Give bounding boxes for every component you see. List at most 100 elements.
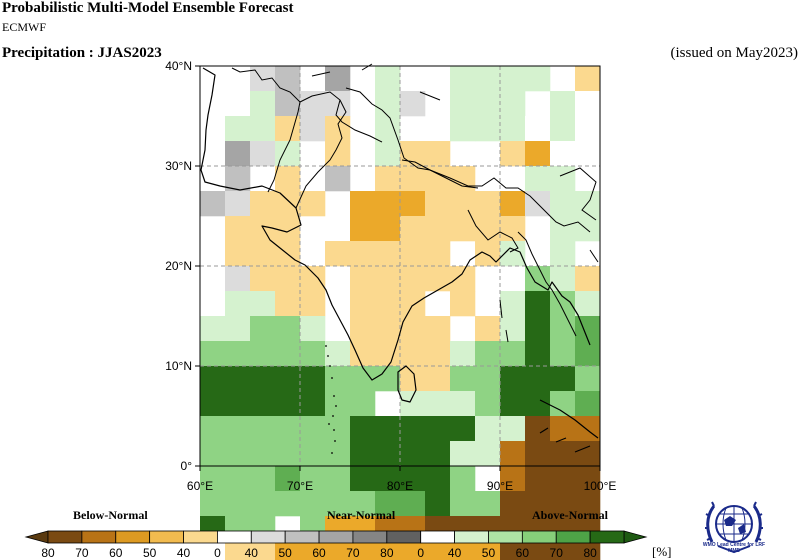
- forecast-cell: [250, 441, 276, 467]
- forecast-cell: [300, 541, 326, 560]
- forecast-cell: [525, 291, 551, 317]
- forecast-cell: [500, 491, 526, 517]
- forecast-cell: [500, 541, 526, 560]
- forecast-cell: [275, 391, 301, 417]
- forecast-cell: [400, 341, 426, 367]
- logo-caption: WMO Lead Centre for LRF MME: [702, 542, 766, 554]
- forecast-cell: [575, 366, 601, 392]
- forecast-cell: [575, 316, 601, 342]
- forecast-cell: [450, 216, 476, 242]
- forecast-cell: [225, 491, 251, 517]
- forecast-cell: [350, 391, 376, 417]
- forecast-cell: [475, 341, 501, 367]
- country-borders: [231, 63, 599, 343]
- forecast-cell: [250, 366, 276, 392]
- coastline-islands: [539, 427, 591, 453]
- forecast-cell: [250, 466, 276, 492]
- forecast-cell: [275, 66, 301, 92]
- colorbar-label: 40: [177, 546, 191, 560]
- forecast-cell: [375, 491, 401, 517]
- legend-near-normal: Near-Normal: [327, 508, 396, 522]
- forecast-cell: [275, 216, 301, 242]
- colorbar-swatch: [488, 530, 523, 544]
- lon-tick-label: 80°E: [387, 479, 413, 493]
- forecast-cell: [575, 491, 601, 517]
- forecast-cell: [400, 191, 426, 217]
- forecast-cell: [250, 116, 276, 142]
- forecast-cell: [325, 416, 351, 442]
- forecast-cell: [325, 141, 351, 167]
- forecast-cell: [325, 241, 351, 267]
- forecast-cell: [525, 266, 551, 292]
- forecast-cell: [350, 416, 376, 442]
- forecast-cell: [275, 466, 301, 492]
- forecast-cell: [575, 141, 601, 167]
- forecast-cell: [475, 66, 501, 92]
- forecast-cell: [300, 366, 326, 392]
- forecast-cell: [500, 466, 526, 492]
- forecast-cell: [425, 466, 451, 492]
- forecast-cell: [450, 191, 476, 217]
- forecast-cell: [300, 441, 326, 467]
- forecast-cell: [400, 91, 426, 117]
- forecast-cell: [450, 466, 476, 492]
- forecast-cell: [500, 66, 526, 92]
- forecast-cell: [250, 141, 276, 167]
- forecast-cell: [425, 491, 451, 517]
- forecast-cell: [275, 166, 301, 192]
- forecast-cell: [550, 316, 576, 342]
- forecast-cell: [250, 91, 276, 117]
- forecast-cell: [225, 241, 251, 267]
- forecast-cell: [350, 241, 376, 267]
- forecast-cell: [225, 66, 251, 92]
- forecast-cell: [450, 91, 476, 117]
- forecast-cell: [350, 541, 376, 560]
- forecast-cell: [325, 441, 351, 467]
- forecast-cell: [250, 191, 276, 217]
- forecast-cell: [575, 216, 601, 242]
- forecast-cell: [450, 341, 476, 367]
- legend-unit: [%]: [652, 544, 672, 559]
- forecast-cell: [500, 216, 526, 242]
- forecast-cell: [225, 316, 251, 342]
- forecast-cell: [200, 366, 226, 392]
- forecast-cell: [325, 366, 351, 392]
- forecast-cell: [500, 116, 526, 142]
- forecast-cell: [575, 66, 601, 92]
- forecast-cell: [275, 266, 301, 292]
- forecast-cell: [500, 366, 526, 392]
- forecast-cell: [200, 416, 226, 442]
- forecast-cell: [225, 391, 251, 417]
- forecast-cell: [525, 316, 551, 342]
- forecast-cell: [375, 266, 401, 292]
- forecast-cell: [575, 291, 601, 317]
- forecast-cell: [250, 416, 276, 442]
- forecast-cell: [300, 91, 326, 117]
- forecast-cell: [250, 241, 276, 267]
- forecast-cell: [300, 116, 326, 142]
- forecast-cell: [325, 116, 351, 142]
- forecast-cell: [300, 491, 326, 517]
- coastline-andaman: [499, 299, 509, 343]
- forecast-cell: [275, 441, 301, 467]
- forecast-cell: [550, 191, 576, 217]
- island-dot: [325, 345, 327, 347]
- wmo-logo-icon: [705, 501, 763, 554]
- coastline-sri-lanka: [397, 365, 417, 403]
- forecast-cell: [500, 316, 526, 342]
- forecast-cell: [450, 441, 476, 467]
- forecast-cell: [375, 116, 401, 142]
- forecast-cell: [500, 191, 526, 217]
- forecast-cell: [400, 541, 426, 560]
- forecast-cell: [300, 266, 326, 292]
- forecast-cell: [525, 66, 551, 92]
- lat-tick-label: 10°N: [165, 359, 192, 373]
- island-dot: [329, 365, 331, 367]
- forecast-cell: [375, 416, 401, 442]
- forecast-cell: [400, 491, 426, 517]
- forecast-cell: [550, 541, 576, 560]
- island-dot: [328, 423, 330, 425]
- forecast-cell: [400, 466, 426, 492]
- forecast-cell: [425, 191, 451, 217]
- forecast-cell: [425, 341, 451, 367]
